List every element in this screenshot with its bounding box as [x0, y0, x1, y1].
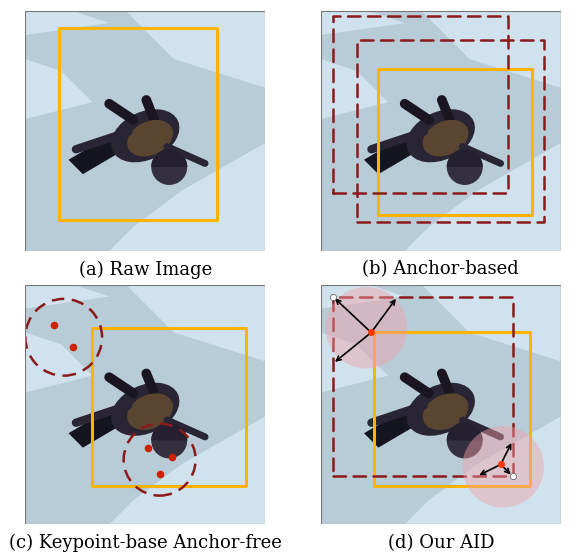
Ellipse shape [423, 394, 468, 430]
Bar [374, 332, 530, 486]
Polygon shape [69, 112, 165, 174]
Circle shape [151, 149, 188, 185]
Polygon shape [321, 11, 405, 35]
Circle shape [462, 426, 544, 508]
Polygon shape [126, 284, 265, 361]
Polygon shape [109, 416, 265, 524]
Polygon shape [405, 416, 561, 524]
Wedge shape [447, 422, 483, 440]
Text: (a) Raw Image: (a) Raw Image [79, 261, 212, 279]
FancyArrowPatch shape [146, 100, 154, 119]
Polygon shape [321, 284, 405, 309]
Polygon shape [25, 11, 109, 35]
Ellipse shape [127, 120, 173, 156]
Polygon shape [364, 112, 460, 174]
FancyArrowPatch shape [109, 377, 134, 394]
Polygon shape [126, 11, 265, 88]
FancyArrowPatch shape [167, 420, 205, 437]
FancyArrowPatch shape [76, 405, 128, 423]
Bar [93, 328, 246, 486]
FancyArrowPatch shape [372, 405, 424, 423]
Bar [379, 68, 532, 215]
Polygon shape [421, 11, 561, 88]
Text: (c) Keypoint-base Anchor-free: (c) Keypoint-base Anchor-free [9, 534, 282, 552]
Ellipse shape [111, 109, 179, 162]
Text: (b) Anchor-based: (b) Anchor-based [362, 261, 519, 279]
FancyArrowPatch shape [76, 132, 128, 149]
Polygon shape [69, 385, 165, 448]
Polygon shape [25, 332, 93, 392]
Ellipse shape [127, 394, 173, 430]
Polygon shape [405, 143, 561, 251]
Circle shape [326, 287, 407, 369]
Polygon shape [109, 143, 265, 251]
FancyArrowPatch shape [462, 146, 500, 163]
Circle shape [447, 422, 483, 458]
FancyArrowPatch shape [109, 104, 134, 120]
FancyArrowPatch shape [442, 100, 449, 119]
FancyArrowPatch shape [146, 374, 154, 392]
Bar [357, 40, 544, 222]
Circle shape [151, 422, 188, 458]
Polygon shape [321, 59, 388, 119]
Ellipse shape [423, 120, 468, 156]
FancyArrowPatch shape [462, 420, 500, 437]
Wedge shape [151, 149, 188, 167]
Ellipse shape [111, 383, 179, 436]
FancyArrowPatch shape [372, 132, 424, 149]
Circle shape [447, 149, 483, 185]
Polygon shape [364, 385, 460, 448]
FancyArrowPatch shape [442, 374, 449, 392]
FancyArrowPatch shape [167, 146, 205, 163]
Bar [59, 28, 217, 220]
Ellipse shape [407, 383, 475, 436]
Polygon shape [421, 284, 561, 361]
FancyArrowPatch shape [405, 377, 429, 394]
Text: (d) Our AID: (d) Our AID [387, 534, 494, 552]
Bar [333, 16, 508, 193]
Wedge shape [447, 149, 483, 167]
FancyArrowPatch shape [405, 104, 429, 120]
Polygon shape [25, 59, 93, 119]
Wedge shape [151, 422, 188, 440]
Ellipse shape [407, 109, 475, 162]
Bar [333, 296, 513, 476]
Polygon shape [25, 284, 109, 309]
Polygon shape [321, 332, 388, 392]
